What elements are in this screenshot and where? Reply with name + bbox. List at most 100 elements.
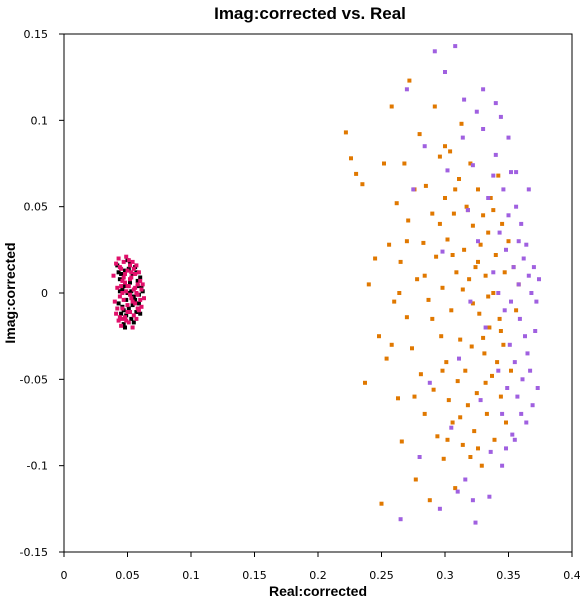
data-point [112,299,117,304]
data-point [411,187,416,192]
data-point [500,463,505,468]
data-point [133,285,138,290]
data-point [121,259,126,264]
data-point [134,263,139,268]
data-point [500,411,505,416]
data-point [135,282,140,287]
data-point [444,360,449,365]
data-point [501,187,506,192]
data-point [519,221,524,226]
data-point [128,280,132,285]
data-point [474,109,479,114]
data-point [123,315,127,320]
data-point [121,275,126,280]
data-point [473,265,478,270]
data-point [387,242,392,247]
data-point [121,297,126,302]
data-point [133,297,138,302]
data-point [139,304,144,309]
data-point [467,277,472,282]
data-point [117,289,122,294]
data-point [134,310,139,314]
data-point [404,315,409,320]
data-point [534,299,539,304]
y-tick-label: 0 [41,287,48,300]
data-point [491,173,496,178]
data-point [126,306,131,311]
data-point [398,517,403,522]
data-point [493,152,498,157]
data-point [384,356,389,361]
x-tick-label: 0.2 [309,569,327,582]
data-point [476,446,480,451]
data-point [125,268,130,273]
data-point [120,291,125,295]
data-point [496,291,501,295]
data-point [502,270,507,275]
data-point [493,253,498,257]
data-point [498,114,503,119]
data-point [445,168,450,173]
data-point [504,420,508,425]
data-point [476,259,480,264]
data-point [130,259,135,264]
data-point [415,277,420,282]
data-point [512,360,517,365]
data-point [426,297,431,302]
data-point [111,273,116,278]
data-point [129,289,134,294]
data-point [413,477,418,482]
data-point [402,161,407,166]
data-point [514,204,519,209]
data-point [120,278,125,283]
data-point [133,301,138,306]
data-point [463,368,468,373]
data-point [506,135,511,140]
data-point [484,411,489,416]
x-tick-label: 0.3 [436,569,454,582]
data-point [449,425,454,430]
data-point [501,342,506,347]
data-point [460,287,465,292]
data-point [124,297,129,302]
data-point [497,230,502,235]
data-point [535,386,540,390]
y-tick-label: -0.15 [20,546,48,559]
data-point [492,437,497,442]
data-point [119,284,124,289]
data-point [504,446,508,451]
data-point [138,278,143,283]
data-point [399,439,404,444]
data-point [423,183,428,188]
data-point [128,310,132,314]
data-point [524,242,529,247]
data-point [465,208,470,213]
data-point [458,415,463,420]
x-tick-label: 0.25 [369,569,394,582]
data-point [523,334,527,339]
data-point [366,282,371,287]
data-point [506,213,511,218]
data-point [422,411,427,416]
data-point [126,320,131,325]
data-point [354,171,359,176]
data-point [470,223,475,228]
data-point [117,277,122,282]
data-point [392,299,397,304]
data-point [124,254,129,259]
data-point [130,299,135,304]
data-point [491,208,496,213]
data-point [138,275,143,280]
data-point [469,344,474,349]
data-point [129,316,134,321]
data-point [491,270,496,275]
data-point [139,287,144,292]
data-point [125,310,130,314]
data-point [130,325,135,330]
data-point [450,253,455,257]
data-point [510,432,515,437]
y-tick-label: -0.05 [20,373,48,386]
data-point [445,437,450,442]
data-point [464,204,469,209]
